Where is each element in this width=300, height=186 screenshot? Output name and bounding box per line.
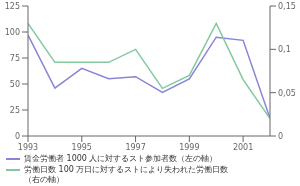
svg-text:0,15: 0,15	[278, 2, 292, 11]
svg-text:1995: 1995	[72, 143, 92, 152]
svg-text:2001: 2001	[233, 143, 253, 152]
svg-text:0: 0	[278, 132, 283, 141]
svg-text:50: 50	[10, 80, 20, 89]
html-text:賃金労働者 1000 人に対するスト参加者数（左の軸）: 賃金労働者 1000 人に対するスト参加者数（左の軸）	[24, 154, 218, 163]
svg-text:1999: 1999	[179, 143, 199, 152]
svg-text:125: 125	[8, 2, 20, 11]
html-text:労働日数 100 万日に対するストにより失われた労働日数 （: 労働日数 100 万日に対するストにより失われた労働日数 （右の軸）	[24, 165, 229, 184]
svg-text:0: 0	[15, 132, 20, 141]
svg-text:100: 100	[8, 28, 20, 37]
svg-text:0,1: 0,1	[278, 45, 291, 54]
svg-text:0,05: 0,05	[278, 89, 292, 98]
svg-text:1993: 1993	[18, 143, 38, 152]
svg-text:1997: 1997	[125, 143, 145, 152]
svg-text:75: 75	[10, 54, 20, 63]
svg-text:25: 25	[10, 106, 20, 115]
